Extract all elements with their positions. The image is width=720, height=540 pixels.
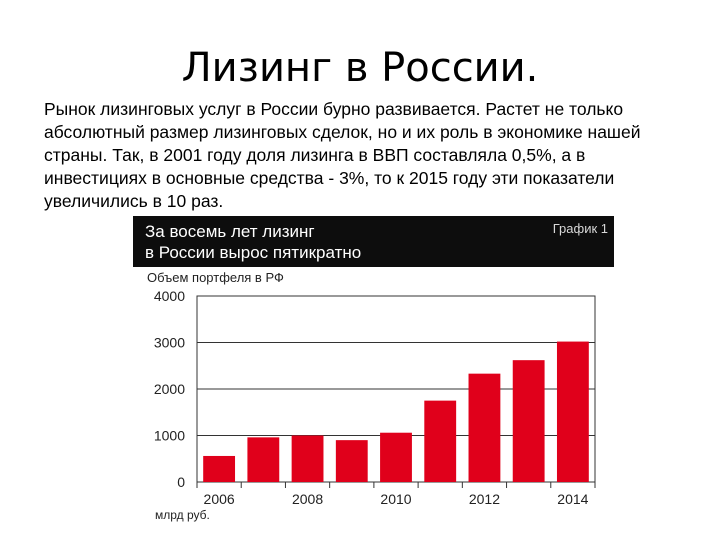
bar-2013 bbox=[512, 360, 545, 482]
chart-badge: График 1 bbox=[552, 221, 608, 236]
chart-header-banner: За восемь лет лизинг в России вырос пяти… bbox=[133, 216, 614, 267]
x-tick-label: 2010 bbox=[380, 491, 411, 507]
bar-2011 bbox=[424, 400, 457, 482]
y-tick-label: 1000 bbox=[154, 428, 185, 444]
y-tick-label: 2000 bbox=[154, 381, 185, 397]
y-tick-label: 4000 bbox=[154, 288, 185, 304]
bar-2009 bbox=[335, 440, 368, 482]
x-tick-label: 2008 bbox=[292, 491, 323, 507]
bar-2007 bbox=[247, 437, 280, 482]
chart-headline: За восемь лет лизинг в России вырос пяти… bbox=[145, 222, 362, 262]
slide-body-text: Рынок лизинговых услуг в России бурно ра… bbox=[44, 99, 641, 211]
bar-2006 bbox=[203, 455, 236, 482]
slide-title: Лизинг в России. bbox=[181, 45, 539, 91]
bar-2010 bbox=[380, 432, 412, 482]
bar-2012 bbox=[468, 373, 501, 482]
bar-2008 bbox=[291, 435, 324, 482]
chart-title: Объем портфеля в РФ bbox=[147, 270, 284, 285]
x-tick-label: 2014 bbox=[557, 491, 588, 507]
x-tick-label: 2012 bbox=[469, 491, 500, 507]
x-tick-label: 2006 bbox=[204, 491, 235, 507]
bar-chart: Объем портфеля в РФ млрд руб. 0 1000 2000 3… bbox=[147, 270, 596, 522]
bar-2014 bbox=[556, 341, 589, 482]
unit-label: млрд руб. bbox=[155, 508, 210, 522]
y-tick-label: 3000 bbox=[154, 335, 185, 351]
y-tick-label: 0 bbox=[177, 474, 185, 490]
